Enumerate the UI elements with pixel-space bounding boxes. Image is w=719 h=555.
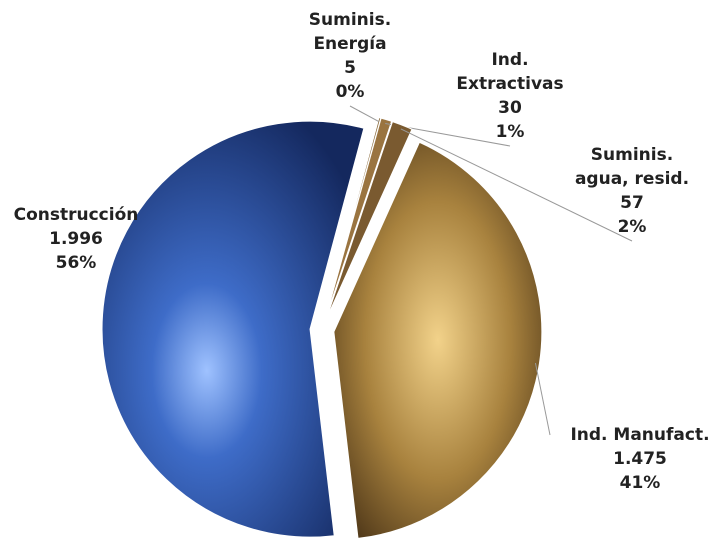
slice-label: Energía — [313, 34, 386, 54]
value-label: 1.475 — [613, 449, 667, 469]
percent-label: 2% — [618, 217, 647, 237]
slice-label: Ind. — [491, 50, 528, 70]
slice-label: Ind. Manufact. — [570, 425, 709, 445]
pie-slice — [325, 117, 393, 319]
value-label: 5 — [344, 58, 356, 78]
pie-slice — [325, 120, 413, 320]
slice-label: Suminis. — [591, 145, 673, 165]
percent-label: 1% — [496, 122, 525, 142]
value-label: 57 — [620, 193, 644, 213]
pie-slice — [101, 120, 365, 538]
slice-label: Suminis. — [309, 10, 391, 30]
slice-label: agua, resid. — [575, 169, 689, 189]
value-label: 30 — [498, 98, 522, 118]
percent-label: 56% — [56, 253, 97, 273]
slice-label: Extractivas — [456, 74, 563, 94]
slice-label: Construcción — [14, 205, 139, 225]
value-label: 1.996 — [49, 229, 103, 249]
percent-label: 0% — [336, 82, 365, 102]
leader-line — [400, 128, 633, 242]
leader-line — [534, 362, 551, 436]
percent-label: 41% — [620, 473, 661, 493]
pie-slice — [333, 141, 543, 539]
leader-line — [349, 105, 380, 123]
